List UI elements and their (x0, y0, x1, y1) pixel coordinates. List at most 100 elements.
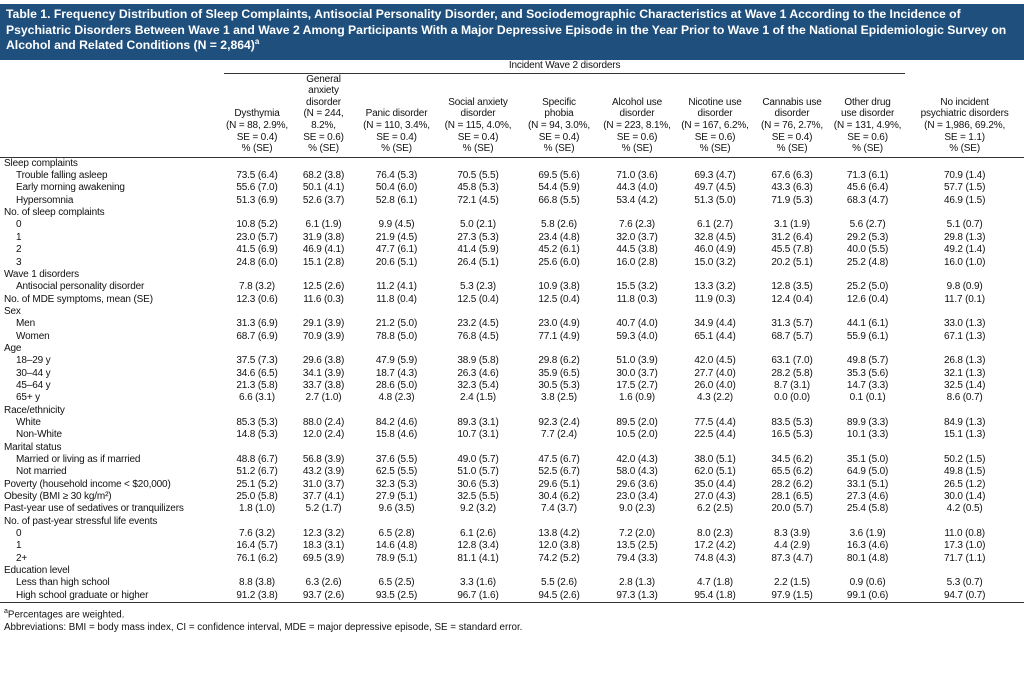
cell-value: 89.5 (2.0) (616, 416, 658, 428)
cell-value: 46.0 (4.9) (694, 244, 736, 256)
cell-value: 89.9 (3.3) (846, 416, 889, 428)
row-label: No. of sleep complaints (4, 207, 105, 219)
row-label: 18–29 y (16, 355, 51, 367)
column-header-line: SE = 0.6) (694, 131, 736, 143)
header-blank (0, 73, 224, 158)
table-row: Married or living as if married 48.8 (6.7… (0, 454, 1024, 466)
cell-value: 21.3 (5.8) (236, 379, 278, 391)
cell-value: 81.1 (4.1) (457, 552, 499, 564)
cell-value: 67.1 (1.3) (943, 330, 986, 342)
column-header-line: Alcohol use (611, 96, 663, 108)
cell-value: 33.1 (5.1) (846, 478, 889, 490)
cell-value: 47.9 (5.9) (375, 355, 418, 367)
table-row: Antisocial personality disorder 7.8 (3.2)… (0, 281, 1024, 293)
cell-value: 78.8 (5.0) (375, 330, 418, 342)
column-header: Dysthymia (N = 88, 2.9%, SE = 0.4)% (SE) (224, 73, 290, 158)
cell-value: 26.8 (1.3) (943, 355, 986, 367)
cell-value: 29.6 (3.6) (616, 478, 658, 490)
cell-value: 6.1 (2.7) (697, 219, 733, 231)
cell-value: 12.5 (2.6) (302, 281, 345, 293)
cell-value: 33.0 (1.3) (943, 318, 986, 330)
cell-value: 65.5 (6.2) (771, 466, 813, 478)
cell-value: 23.0 (3.4) (616, 491, 658, 503)
column-header-line: disorder (619, 108, 655, 120)
cell-value: 5.8 (2.6) (541, 219, 577, 231)
column-header-line: No incident (940, 96, 989, 108)
cell-value: 30.5 (5.3) (538, 379, 580, 391)
section-fill (224, 306, 1024, 318)
cell-value: 52.6 (3.7) (302, 194, 345, 206)
row-label: Trouble falling asleep (16, 170, 108, 182)
cell-value: 8.3 (3.9) (774, 528, 810, 540)
row-label: 1 (16, 540, 22, 552)
cell-value: 5.6 (2.7) (849, 219, 886, 231)
row-label: High school graduate or higher (0, 589, 224, 604)
cell-value: 71.3 (6.1) (846, 170, 889, 182)
cell-value: 6.5 (2.5) (378, 577, 415, 589)
cell-value: 55.9 (6.1) (846, 330, 889, 342)
cell-value: 2.2 (1.5) (774, 577, 810, 589)
cell-value: 32.1 (1.3) (943, 367, 986, 379)
cell-value: 51.2 (6.7) (236, 466, 278, 478)
header-row: Incident Wave 2 disorders No incident psyc… (0, 60, 1024, 158)
column-header-line: SE = 1.1) (944, 131, 985, 143)
cell-value: 35.9 (6.5) (538, 367, 580, 379)
table-row: Race/ethnicity (0, 405, 1024, 417)
cell-value: 13.8 (4.2) (538, 528, 580, 540)
title-text: Table 1. Frequency Distribution of Sleep… (6, 7, 1007, 52)
column-header-line: Cannabis use (762, 96, 822, 108)
cell-value: 18.7 (4.3) (375, 367, 418, 379)
cell-value: 10.7 (3.1) (457, 429, 499, 441)
cell-value: 79.4 (3.3) (616, 552, 658, 564)
cell-value: 25.0 (5.8) (236, 491, 278, 503)
cell-value: 1.8 (1.0) (239, 503, 275, 515)
cell-value: 15.1 (2.8) (302, 256, 345, 268)
cell-value: 28.2 (6.2) (771, 478, 813, 490)
column-header: Specific phobia (N = 94, 3.0%, SE = 0.4)% (… (520, 73, 598, 158)
cell-value: 43.2 (3.9) (302, 466, 345, 478)
cell-value: 80.1 (4.8) (846, 552, 889, 564)
cell-value: 20.6 (5.1) (375, 256, 418, 268)
cell-value: 27.3 (4.6) (846, 491, 889, 503)
row-label: No. of MDE symptoms, mean (SE) (4, 293, 153, 305)
cell-value: 42.0 (4.3) (616, 454, 658, 465)
cell-value: 53.4 (4.2) (616, 194, 658, 206)
column-header-line: % (SE) (241, 143, 273, 155)
cell-value: 96.7 (1.6) (436, 589, 520, 604)
row-label: Past-year use of sedatives or tranquiliz… (4, 503, 184, 515)
column-header-line: (N = 1,986, 69.2%, (924, 119, 1006, 131)
cell-value: 59.3 (4.0) (616, 330, 658, 342)
cell-value: 6.1 (1.9) (305, 219, 342, 231)
cell-value: 28.2 (5.8) (771, 367, 813, 379)
cell-value: 7.7 (2.4) (541, 429, 577, 441)
cell-value: 12.3 (3.2) (302, 528, 345, 540)
column-header: Alcohol use disorder (N = 223, 8.1%, SE = 0… (598, 73, 676, 158)
row-label: Poverty (household income < $20,000) (4, 478, 171, 490)
column-header-line: SE = 0.6) (847, 131, 888, 143)
cell-value: 24.8 (6.0) (236, 256, 278, 268)
cell-value: 4.8 (2.3) (378, 392, 415, 404)
column-header-line: (N = 223, 8.1%, (603, 119, 671, 131)
cell-value: 68.7 (6.9) (236, 330, 278, 342)
cell-value: 1.6 (0.9) (619, 392, 655, 404)
column-header-line: disorder (697, 108, 733, 120)
cell-value: 97.3 (1.3) (598, 589, 676, 604)
section-fill (224, 207, 1024, 219)
cell-value: 41.4 (5.9) (457, 244, 499, 256)
table-row: 30–44 y 34.6 (6.5) 34.1 (3.9) 18.7 (4.3) 26.… (0, 368, 1024, 380)
cell-value: 99.1 (0.6) (830, 589, 906, 604)
cell-value: 16.3 (4.6) (846, 540, 889, 552)
cell-value: 4.2 (0.5) (946, 503, 983, 515)
cell-value: 7.6 (2.3) (619, 219, 655, 231)
cell-value: 25.2 (4.8) (846, 256, 889, 268)
cell-value: 32.5 (1.4) (943, 379, 986, 391)
column-header: Other drug use disorder (N = 131, 4.9%, SE … (830, 73, 906, 158)
cell-value: 94.5 (2.6) (520, 589, 598, 604)
cell-value: 13.3 (3.2) (694, 281, 736, 293)
cell-value: 32.5 (5.5) (457, 491, 499, 503)
column-header-line: % (SE) (543, 143, 575, 155)
column-header: Social anxiety disorder (N = 115, 4.0%, SE … (436, 73, 520, 158)
cell-value: 20.0 (5.7) (771, 503, 813, 515)
cell-value: 63.1 (7.0) (771, 355, 813, 367)
row-label: 3 (16, 256, 22, 268)
